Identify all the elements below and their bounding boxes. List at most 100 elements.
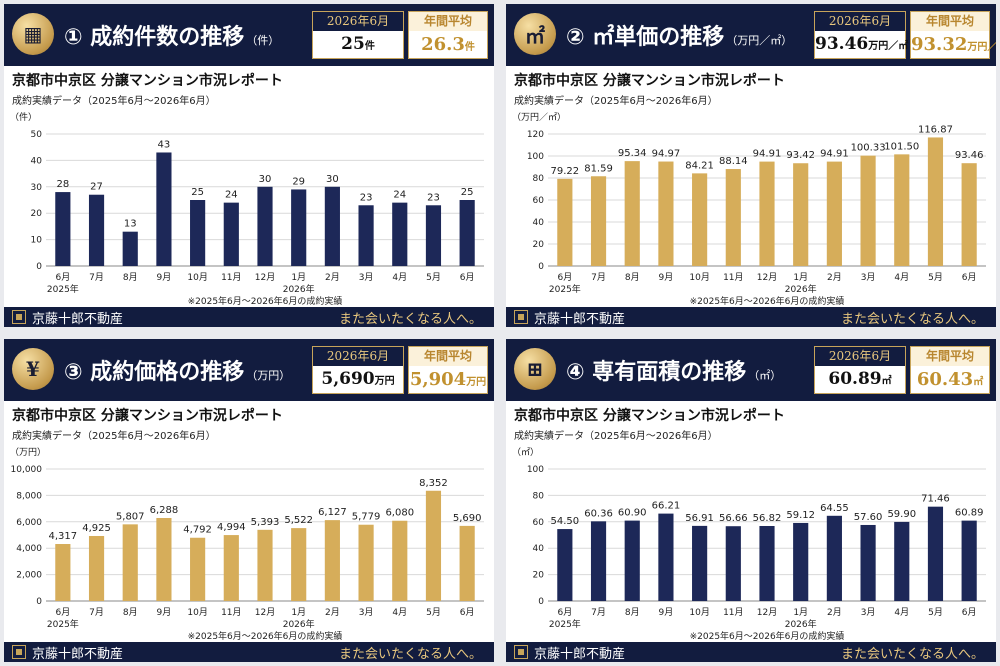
panel-contract-price: ¥ ③ 成約価格の推移 （万円） 2026年6月 5,690万円 年間平均 5,9… xyxy=(4,339,494,662)
bar xyxy=(557,178,573,266)
x-tick-label: 5月 xyxy=(426,607,441,618)
x-tick-label: 4月 xyxy=(894,607,909,618)
y-axis-label: （㎡） xyxy=(512,447,539,458)
bar xyxy=(860,524,876,601)
footnote: ※2025年6月～2026年6月の成約実績 xyxy=(690,630,845,642)
data-label: 28 xyxy=(56,179,69,190)
year-label: 2026年 xyxy=(283,283,315,295)
data-label: 25 xyxy=(461,187,474,198)
brand-name: 京藤十郎不動産 xyxy=(32,312,124,327)
x-tick-label: 3月 xyxy=(861,607,876,618)
y-tick-label: 4,000 xyxy=(16,544,42,554)
report-title: 京都市中京区 分譲マンション市況レポート xyxy=(12,408,283,424)
annual-average-label: 年間平均 xyxy=(409,347,487,366)
y-tick-label: 60 xyxy=(533,196,545,206)
y-tick-label: 10,000 xyxy=(11,465,43,475)
current-value: 5,690 xyxy=(321,369,375,389)
x-tick-label: 8月 xyxy=(625,607,640,618)
x-tick-label: 4月 xyxy=(894,272,909,283)
slogan: また会いたくなる人へ。 xyxy=(840,312,984,327)
bar xyxy=(927,506,944,601)
panel-title: ② ㎡単価の推移 （万円／㎡） xyxy=(566,25,793,50)
data-label: 59.90 xyxy=(887,509,916,520)
data-label: 5,690 xyxy=(453,513,482,524)
bar xyxy=(223,535,239,601)
bar xyxy=(590,176,607,266)
bar xyxy=(961,520,977,601)
report-subtitle: 成約実績データ（2025年6月～2026年6月） xyxy=(12,96,216,107)
slogan: また会いたくなる人へ。 xyxy=(338,647,482,662)
data-label: 4,792 xyxy=(183,525,212,536)
panel-header: ㎡ ② ㎡単価の推移 （万円／㎡） 2026年6月 93.46万円／㎡ 年間平均 … xyxy=(506,4,996,66)
y-tick-label: 0 xyxy=(36,262,42,272)
bar xyxy=(459,525,475,601)
bar xyxy=(324,520,340,601)
bar xyxy=(324,186,340,266)
bar xyxy=(793,522,809,601)
x-tick-label: 1月 xyxy=(793,272,808,283)
x-tick-label: 12月 xyxy=(255,272,275,283)
bar xyxy=(826,161,842,266)
x-tick-label: 6月 xyxy=(962,272,977,283)
report-subtitle: 成約実績データ（2025年6月～2026年6月） xyxy=(12,431,216,442)
current-month-box: 2026年6月 25件 xyxy=(312,11,404,59)
y-tick-label: 50 xyxy=(31,130,43,140)
brand-name: 京藤十郎不動産 xyxy=(32,647,124,662)
bar xyxy=(459,200,475,266)
y-axis-label: （万円／㎡） xyxy=(512,112,566,123)
x-tick-label: 1月 xyxy=(793,607,808,618)
slogan: また会いたくなる人へ。 xyxy=(840,647,984,662)
footnote: ※2025年6月～2026年6月の成約実績 xyxy=(188,295,343,307)
y-tick-label: 40 xyxy=(533,544,545,554)
bar xyxy=(55,192,71,266)
x-tick-label: 10月 xyxy=(689,607,709,618)
data-label: 101.50 xyxy=(884,141,919,152)
panel-header: ¥ ③ 成約価格の推移 （万円） 2026年6月 5,690万円 年間平均 5,9… xyxy=(4,339,494,401)
data-label: 24 xyxy=(225,190,238,201)
annual-average-box: 年間平均 93.32万円／㎡ xyxy=(910,11,996,59)
contract-price-chart: （万円） 0 2,000 4,000 6,000 8,000 10,000 4,317 6月 4,… xyxy=(10,447,484,642)
bar xyxy=(624,161,640,266)
data-label: 64.55 xyxy=(820,503,849,514)
data-label: 54.50 xyxy=(551,516,580,527)
year-label: 2026年 xyxy=(283,618,315,630)
y-tick-label: 80 xyxy=(533,491,545,501)
panel-footer: 京藤十郎不動産 また会いたくなる人へ。 xyxy=(506,307,996,327)
bar xyxy=(557,529,573,601)
data-label: 94.97 xyxy=(652,149,681,160)
data-label: 30 xyxy=(259,174,272,185)
x-tick-label: 11月 xyxy=(221,272,241,283)
x-tick-label: 11月 xyxy=(221,607,241,618)
x-tick-label: 5月 xyxy=(426,272,441,283)
y-tick-label: 2,000 xyxy=(16,571,42,581)
x-tick-label: 2月 xyxy=(325,607,340,618)
bar xyxy=(358,524,374,601)
bar xyxy=(725,169,741,266)
bar xyxy=(257,529,273,601)
annual-average-label: 年間平均 xyxy=(911,12,989,31)
slogan: また会いたくなる人へ。 xyxy=(338,312,482,327)
floor-plan-icon: ⊞ xyxy=(514,348,556,390)
panel-sqm-price: ㎡ ② ㎡単価の推移 （万円／㎡） 2026年6月 93.46万円／㎡ 年間平均 … xyxy=(506,4,996,327)
x-tick-label: 6月 xyxy=(55,607,70,618)
annual-average-label: 年間平均 xyxy=(409,12,487,31)
bar xyxy=(425,490,442,601)
bar xyxy=(122,524,138,601)
x-tick-label: 12月 xyxy=(757,272,777,283)
panel-footer: 京藤十郎不動産 また会いたくなる人へ。 xyxy=(4,307,494,327)
x-tick-label: 2月 xyxy=(325,272,340,283)
average-value: 26.3 xyxy=(421,34,465,55)
x-tick-label: 8月 xyxy=(123,607,138,618)
brand-logo-icon xyxy=(12,645,26,659)
x-tick-label: 6月 xyxy=(460,272,475,283)
x-tick-label: 6月 xyxy=(962,607,977,618)
yen-icon: ¥ xyxy=(12,348,54,390)
bar xyxy=(692,173,708,266)
x-tick-label: 8月 xyxy=(123,272,138,283)
data-label: 93.42 xyxy=(786,150,815,161)
current-month-box: 2026年6月 5,690万円 xyxy=(312,346,404,394)
data-label: 6,127 xyxy=(318,507,347,518)
data-label: 4,994 xyxy=(217,522,246,533)
y-axis-label: （件） xyxy=(10,111,37,123)
bar xyxy=(190,200,206,266)
